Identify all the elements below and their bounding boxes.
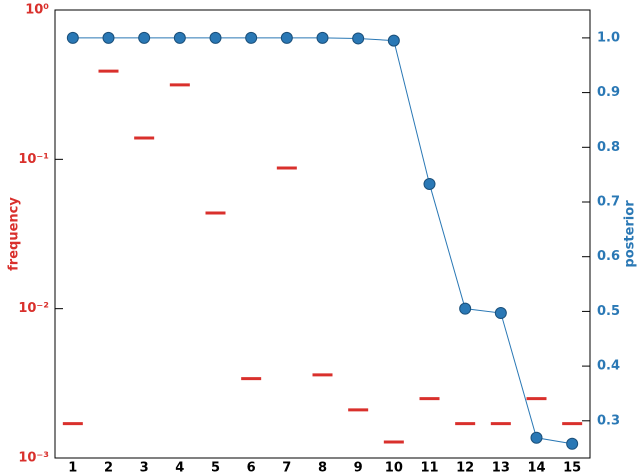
posterior-point [387, 34, 400, 47]
y2-tick-label: 0.3 [597, 413, 620, 428]
y2-tick-label: 0.7 [597, 195, 620, 210]
x-tick-label: 13 [492, 461, 510, 475]
y2-tick-label: 1.0 [597, 30, 620, 45]
x-tick-label: 7 [282, 461, 291, 475]
x-tick-label: 8 [318, 461, 327, 475]
y2-tick-label: 0.6 [597, 249, 620, 264]
y2-tick-label: 0.4 [597, 359, 620, 374]
posterior-point [566, 437, 579, 450]
y2-tick-label: 0.5 [597, 304, 620, 319]
posterior-point [102, 31, 115, 44]
posterior-point [66, 31, 79, 44]
posterior-point [280, 31, 293, 44]
posterior-point [245, 31, 258, 44]
posterior-point [173, 31, 186, 44]
x-tick-label: 15 [563, 461, 581, 475]
plot-frame [54, 9, 591, 459]
x-tick-label: 4 [175, 461, 184, 475]
y-tick-label: 10⁻³ [18, 451, 49, 466]
x-tick-label: 3 [140, 461, 149, 475]
posterior-point [423, 177, 436, 190]
posterior-point [352, 32, 365, 45]
posterior-point [494, 307, 507, 320]
y2-tick-label: 0.8 [597, 140, 620, 155]
y-tick-label: 10⁻² [18, 301, 49, 316]
x-tick-label: 2 [104, 461, 113, 475]
x-tick-label: 10 [385, 461, 403, 475]
x-tick-label: 6 [247, 461, 256, 475]
x-tick-label: 14 [527, 461, 545, 475]
x-tick-label: 11 [420, 461, 438, 475]
posterior-point [209, 31, 222, 44]
posterior-line [72, 37, 573, 445]
y2-axis-label: posterior [623, 200, 638, 268]
posterior-point [316, 31, 329, 44]
y-tick-label: 10⁻¹ [18, 152, 49, 167]
posterior-point [530, 431, 543, 444]
x-tick-label: 1 [68, 461, 77, 475]
y2-tick-label: 0.9 [597, 85, 620, 100]
y-axis-label: frequency [7, 197, 22, 271]
x-tick-label: 9 [354, 461, 363, 475]
x-tick-label: 5 [211, 461, 220, 475]
posterior-point [459, 302, 472, 315]
posterior-point [138, 31, 151, 44]
y-tick-label: 10⁰ [25, 3, 49, 18]
x-tick-label: 12 [456, 461, 474, 475]
